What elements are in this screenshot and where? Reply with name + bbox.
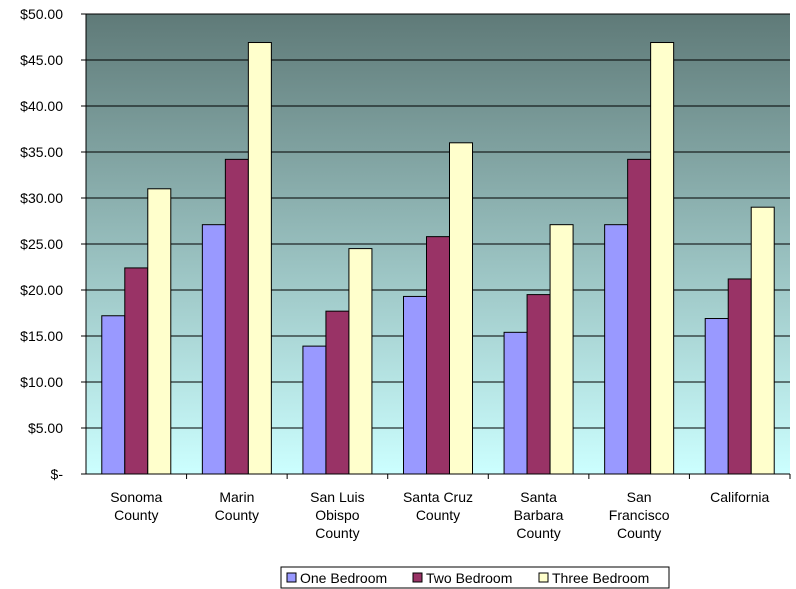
y-tick-label: $40.00: [20, 98, 63, 114]
x-tick-label-line: County: [315, 525, 359, 541]
y-tick-label: $30.00: [20, 190, 63, 206]
legend-label: One Bedroom: [300, 570, 387, 586]
x-tick-label: San Francisco County: [609, 489, 670, 541]
axes: [81, 13, 791, 479]
y-tick-label: $50.00: [20, 6, 63, 22]
bar-one-bedroom: [201, 224, 226, 475]
y-tick-label: $-: [51, 466, 64, 482]
legend-label: Three Bedroom: [552, 570, 649, 586]
x-tick-labels: Sonoma County Marin County San Luis Obispo Cou…: [110, 489, 769, 541]
legend: One Bedroom Two Bedroom Three Bedroom: [280, 566, 670, 589]
bar-three-bedroom: [650, 42, 675, 475]
x-tick-label-line: County: [215, 507, 259, 523]
x-tick-label-line: County: [516, 525, 560, 541]
y-tick-label: $25.00: [20, 236, 63, 252]
legend-label: Two Bedroom: [426, 570, 512, 586]
y-tick-label: $5.00: [28, 420, 63, 436]
x-tick-label-line: County: [114, 507, 158, 523]
y-tick-label: $35.00: [20, 144, 63, 160]
x-tick-label-line: Santa: [520, 489, 557, 505]
x-tick-label-line: California: [710, 489, 769, 505]
bar-three-bedroom: [750, 206, 775, 475]
bars: [101, 42, 775, 475]
legend-swatch: [286, 572, 297, 583]
bar-two-bedroom: [124, 267, 149, 475]
bar-two-bedroom: [727, 278, 752, 475]
x-tick-label: Santa Barbara County: [514, 489, 564, 541]
legend-box: [280, 566, 670, 589]
x-tick-label-line: San Luis: [310, 489, 364, 505]
x-tick-label-line: Francisco: [609, 507, 670, 523]
bar-one-bedroom: [101, 315, 126, 475]
x-tick-label: Sonoma County: [110, 489, 162, 523]
x-tick-label-line: Marin: [219, 489, 254, 505]
x-tick-label: Marin County: [215, 489, 259, 523]
bar-two-bedroom: [426, 236, 450, 475]
y-tick-labels: $- $5.00 $10.00 $15.00 $20.00 $25.00 $30.00 $35…: [20, 6, 63, 482]
x-tick-label-line: San: [627, 489, 652, 505]
x-tick-label-line: Obispo: [315, 507, 360, 523]
x-tick-label-line: County: [416, 507, 460, 523]
x-tick-label-line: County: [617, 525, 661, 541]
bar-two-bedroom: [526, 294, 551, 475]
legend-swatch: [412, 572, 423, 583]
legend-swatch: [538, 572, 549, 583]
x-tick-label: San Luis Obispo County: [310, 489, 364, 541]
bar-one-bedroom: [302, 345, 327, 475]
bar-two-bedroom: [224, 158, 249, 475]
bar-three-bedroom: [549, 224, 574, 475]
x-tick-label: Santa Cruz County: [403, 489, 473, 523]
bar-one-bedroom: [604, 224, 629, 475]
bar-two-bedroom: [627, 158, 652, 475]
bar-one-bedroom: [704, 318, 729, 475]
y-tick-label: $20.00: [20, 282, 63, 298]
bar-one-bedroom: [503, 331, 528, 475]
y-tick-label: $45.00: [20, 52, 63, 68]
x-tick-label: California: [710, 489, 769, 505]
bar-two-bedroom: [325, 310, 350, 475]
bar-three-bedroom: [449, 142, 473, 475]
x-tick-label-line: Sonoma: [110, 489, 162, 505]
x-tick-label-line: Barbara: [514, 507, 564, 523]
x-tick-label-line: Santa Cruz: [403, 489, 473, 505]
bar-three-bedroom: [348, 248, 373, 475]
bar-one-bedroom: [403, 295, 427, 475]
y-tick-label: $15.00: [20, 328, 63, 344]
y-tick-label: $10.00: [20, 374, 63, 390]
bar-three-bedroom: [147, 188, 172, 475]
bar-three-bedroom: [247, 42, 272, 475]
